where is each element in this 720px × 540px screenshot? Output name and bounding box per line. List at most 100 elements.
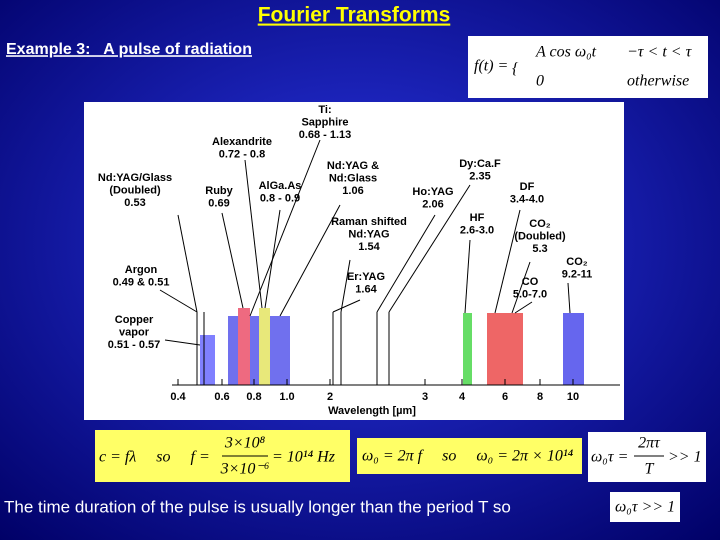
laser-label: Dy:Ca.F2.35 [459,158,501,183]
x-axis-label: Wavelength [µm] [328,405,416,417]
label-line: 2.35 [469,170,490,182]
case-condition: −τ < t < τ [627,44,693,61]
x-tick-label: 0.6 [214,391,229,403]
equation: ω₀τ = [591,449,628,466]
x-tick-label: 0.4 [170,391,186,403]
x-tick-label: 3 [422,391,428,403]
numerator: 2πτ [638,435,661,452]
label-line: Ti: [318,104,331,116]
denominator: 3×10⁻⁶ [220,461,270,478]
brace: { [512,61,519,78]
x-tick-label: 2 [327,391,333,403]
x-tick-label: 1.0 [279,391,294,403]
denominator: T [645,461,655,478]
arrows [159,139,571,385]
x-tick-label: 10 [567,391,579,403]
x-tick-label: 6 [502,391,508,403]
equation: = 10¹⁴ Hz [272,449,336,466]
label-line: 0.49 & 0.51 [113,276,170,288]
label-line: CO₂ [566,256,588,268]
subtitle: Example 3: A pulse of radiation [6,41,252,58]
numerator: 3×10⁸ [224,435,266,452]
band [259,308,270,385]
label-line: 2.06 [422,198,443,210]
equation: ω₀τ >> 1 [615,499,675,516]
laser-label: HF2.6-3.0 [460,212,494,237]
label-line: 0.51 - 0.57 [108,339,161,351]
label-line: 0.69 [208,197,229,209]
label-line: 5.3 [532,243,547,255]
equation-box [357,438,582,474]
label-line: Raman shifted [331,216,407,228]
label-line: 0.68 - 1.13 [299,129,352,141]
label-line: Nd:YAG [348,228,389,240]
band [200,335,215,385]
x-tick-label: 0.8 [246,391,261,403]
laser-label: Nd:YAG/Glass(Doubled)0.53 [98,172,172,209]
label-line: 0.8 - 0.9 [260,192,300,204]
label-line: 1.64 [355,283,377,295]
equation: >> 1 [668,449,702,466]
label-line: Nd:Glass [329,172,377,184]
label-line: 1.54 [358,241,380,253]
label-line: 5.0-7.0 [513,288,547,300]
figure-background [84,102,624,420]
label-line: (Doubled) [109,184,161,196]
label-line: 9.2-11 [562,268,593,280]
label-line: vapor [119,326,150,338]
x-tick-label: 8 [537,391,543,403]
equation-box [588,432,706,482]
equation: c = fλ so f = [99,449,210,466]
label-line: Dy:Ca.F [459,158,501,170]
x-tick-label: 4 [459,391,466,403]
laser-label: AlGa.As0.8 - 0.9 [259,180,302,205]
label-line: DF [520,181,535,193]
label-line: AlGa.As [259,180,302,192]
band [487,313,523,385]
label-line: 2.6-3.0 [460,224,494,236]
equation: ω₀ = 2π f so ω₀ = 2π × 10¹⁴ [362,448,574,465]
equation-lhs: f(t) = [474,58,508,75]
laser-label: CO₂(Doubled)5.3 [514,218,566,255]
label-line: CO₂ [529,218,551,230]
label-line: 0.72 - 0.8 [219,148,265,160]
case: 0 [536,73,544,90]
band [563,313,584,385]
label-line: (Doubled) [514,230,566,242]
label-line: CO [522,276,539,288]
label-line: Alexandrite [212,136,272,148]
label-line: Copper [115,314,154,326]
label-line: Ruby [205,185,233,197]
equation-box [610,492,680,522]
label-line: 0.53 [124,197,145,209]
case-condition: otherwise [627,73,689,90]
band [463,313,472,385]
band [238,308,250,385]
label-line: Ho:YAG [412,186,453,198]
label-line: Nd:YAG/Glass [98,172,172,184]
label-line: Sapphire [301,116,348,128]
label-line: Er:YAG [347,271,385,283]
label-line: Argon [125,264,158,276]
label-line: 3.4-4.0 [510,193,544,205]
equation-box [468,36,708,98]
footer-text: The time duration of the pulse is usuall… [4,497,511,516]
label-line: Nd:YAG & [327,160,379,172]
label-line: HF [470,212,485,224]
laser-label: DF3.4-4.0 [510,181,544,206]
case: A cos ω₀t [535,44,597,61]
title: Fourier Transforms [258,4,451,27]
label-line: 1.06 [342,185,363,197]
